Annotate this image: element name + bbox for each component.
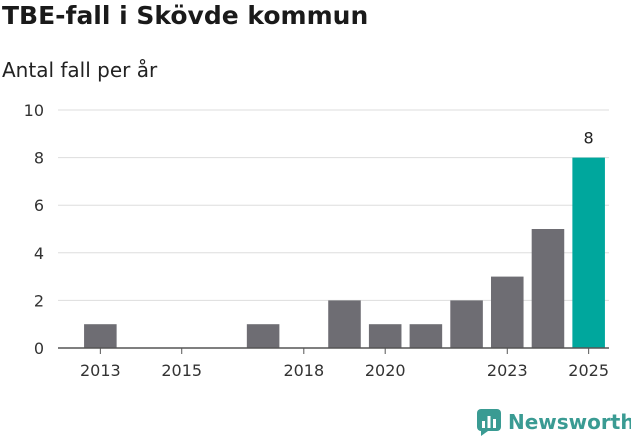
bar-2013 — [84, 324, 117, 348]
brand-name: Newsworthy — [508, 410, 631, 434]
data-label-2025: 8 — [584, 129, 594, 148]
bar-2025 — [572, 157, 605, 348]
y-tick-label-4: 4 — [34, 244, 44, 263]
newsworthy-logo-icon — [477, 409, 501, 436]
bar-2021 — [409, 324, 443, 348]
x-tick-label-2020: 2020 — [365, 361, 406, 380]
bar-2023 — [490, 276, 524, 348]
y-tick-label-6: 6 — [34, 196, 44, 215]
bar-2019 — [328, 300, 361, 348]
x-tick-label-2018: 2018 — [283, 361, 324, 380]
bar-2017 — [246, 324, 280, 348]
y-tick-label-10: 10 — [24, 101, 44, 120]
bar-2022 — [450, 300, 483, 348]
y-tick-label-8: 8 — [34, 149, 44, 168]
x-tick-label-2025: 2025 — [568, 361, 609, 380]
x-tick-label-2013: 2013 — [80, 361, 121, 380]
y-tick-label-2: 2 — [34, 291, 44, 310]
y-tick-label-0: 0 — [34, 339, 44, 358]
bar-2024 — [531, 229, 565, 348]
brand-logo: Newsworthy — [476, 408, 631, 436]
bar-2020 — [368, 324, 402, 348]
x-tick-label-2023: 2023 — [487, 361, 528, 380]
chart-title: TBE-fall i Skövde kommun — [2, 1, 369, 30]
chart-subtitle: Antal fall per år — [2, 58, 158, 82]
x-tick-label-2015: 2015 — [161, 361, 202, 380]
